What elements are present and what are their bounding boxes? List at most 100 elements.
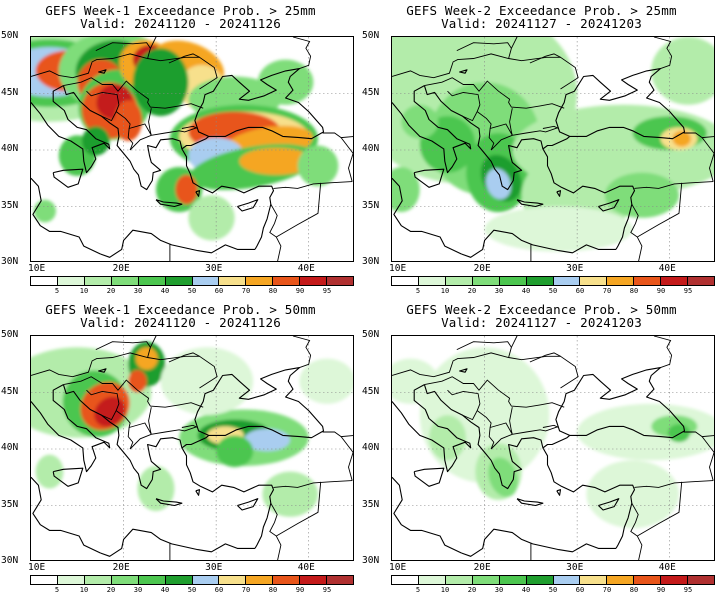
colorbar [391,575,715,585]
colorbar-swatch [526,277,554,285]
latitude-label: 35N [362,199,380,211]
probability-shading [31,341,353,517]
probability-contour [33,199,56,223]
colorbar-swatch [57,277,85,285]
colorbar-label: 60 [575,586,585,594]
latitude-label: 30N [362,555,380,566]
colorbar-label: 90 [656,586,666,594]
colorbar [30,276,354,286]
colorbar-swatch [553,576,581,584]
panel-valid-dates: Valid: 20241120 - 20241126 [80,16,281,31]
longitude-label: 20E [473,263,491,274]
colorbar-label: 60 [214,586,224,594]
colorbar [30,575,354,585]
coastlines [392,367,686,557]
colorbar-swatch [580,277,608,285]
colorbar-swatch [634,277,662,285]
colorbar-label: 90 [295,287,305,295]
latitude-label: 35N [362,498,380,510]
colorbar-label: 20 [467,287,477,295]
probability-contour [401,104,439,139]
colorbar-swatch [165,576,193,584]
probability-contour [216,435,254,468]
latitude-label: 40N [1,143,19,154]
colorbar-label: 95 [322,287,332,295]
latitude-label: 50N [362,30,380,41]
colorbar-swatch [138,277,166,285]
colorbar-swatch [688,277,715,285]
colorbar-label: 90 [656,287,666,295]
colorbar-swatch [219,576,247,584]
colorbar-label: 95 [683,287,693,295]
colorbar-label: 40 [160,586,170,594]
longitude-label: 40E [658,562,676,573]
colorbar-label: 30 [494,586,504,594]
latitude-label: 40N [362,442,380,453]
colorbar-swatch [526,576,554,584]
colorbar-swatch [327,576,354,584]
probability-contour [672,130,692,147]
colorbar-label: 60 [575,287,585,295]
latitude-label: 30N [1,256,19,267]
panel-title: GEFS Week-1 Exceedance Prob. > 25mm [45,3,316,18]
colorbar [391,276,715,286]
colorbar-label: 50 [548,287,558,295]
colorbar-label: 20 [106,287,116,295]
latitude-label: 30N [362,256,380,267]
probability-contour [604,172,679,218]
probability-contour [392,166,420,213]
colorbar-swatch [219,277,247,285]
latitude-label: 50N [1,329,19,340]
colorbar-label: 10 [440,586,450,594]
graticule [31,336,353,560]
colorbar-swatch [300,277,328,285]
colorbar-label: 40 [521,586,531,594]
longitude-label: 40E [297,263,315,274]
colorbar-label: 40 [160,287,170,295]
panel-valid-dates: Valid: 20241120 - 20241126 [80,315,281,330]
panel-title: GEFS Week-2 Exceedance Prob. > 50mm [406,302,677,317]
colorbar-label: 50 [548,586,558,594]
colorbar-swatch [300,576,328,584]
colorbar-swatch [392,576,419,584]
colorbar-swatch [84,277,112,285]
panel-valid-dates: Valid: 20241127 - 20241203 [441,315,642,330]
colorbar-swatch [634,576,662,584]
map-panel-1: GEFS Week-1 Exceedance Prob. > 25mm Valid… [0,0,361,299]
coastlines [31,367,325,557]
colorbar-label: 5 [54,287,60,295]
colorbar-swatch [499,277,527,285]
longitude-label: 10E [389,562,407,573]
colorbar-swatch [418,576,446,584]
probability-contour [488,457,518,497]
longitude-label: 30E [205,263,223,274]
probability-map [30,36,354,262]
latitude-label: 45N [1,385,19,397]
country-borders [392,37,714,261]
latitude-label: 50N [362,329,380,340]
probability-contour [175,174,198,205]
latitude-label: 45N [1,86,19,98]
probability-contour [299,358,353,404]
colorbar-swatch [273,576,301,584]
graticule [392,336,714,560]
colorbar-swatch [445,277,473,285]
latitude-label: 30N [1,555,19,566]
probability-contour [35,454,64,489]
probability-contour [667,424,691,443]
colorbar-swatch [553,277,581,285]
colorbar-swatch [246,277,274,285]
colorbar-swatch [165,277,193,285]
probability-contour [188,195,235,241]
longitude-label: 30E [205,562,223,573]
panel-valid-dates: Valid: 20241127 - 20241203 [441,16,642,31]
longitude-label: 30E [566,263,584,274]
probability-contour [135,347,158,370]
map-canvas [31,37,353,261]
colorbar-swatch [192,277,220,285]
colorbar-label: 80 [629,287,639,295]
probability-contour [239,147,314,175]
colorbar-label: 95 [683,586,693,594]
probability-contour [81,126,110,156]
colorbar-label: 50 [187,287,197,295]
